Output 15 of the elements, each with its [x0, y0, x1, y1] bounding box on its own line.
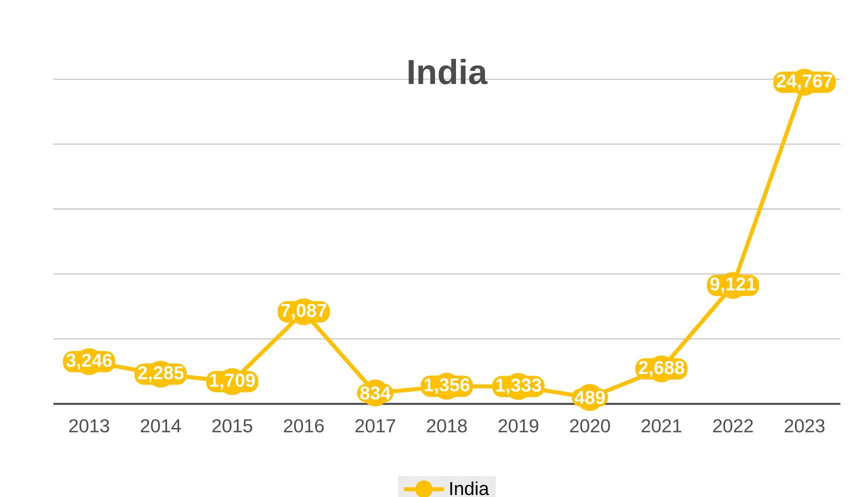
x-tick-label: 2017 [355, 419, 396, 432]
x-tick-label: 2022 [713, 419, 753, 432]
x-tick-label: 2015 [212, 419, 252, 432]
data-label: 834 [360, 386, 391, 400]
legend-label: India [450, 481, 490, 496]
x-tick-label: 2019 [498, 419, 538, 432]
x-tick-label: 2023 [784, 419, 824, 432]
x-tick-label: 2016 [284, 419, 324, 432]
x-tick-label: 2013 [69, 419, 110, 432]
x-tick-label: 2020 [570, 419, 610, 432]
x-tick-label: 2021 [642, 419, 682, 432]
chart-title: India [408, 58, 488, 84]
x-tick-label: 2014 [140, 419, 181, 432]
data-label: 489 [574, 390, 605, 404]
x-tick-label: 2018 [427, 419, 467, 432]
